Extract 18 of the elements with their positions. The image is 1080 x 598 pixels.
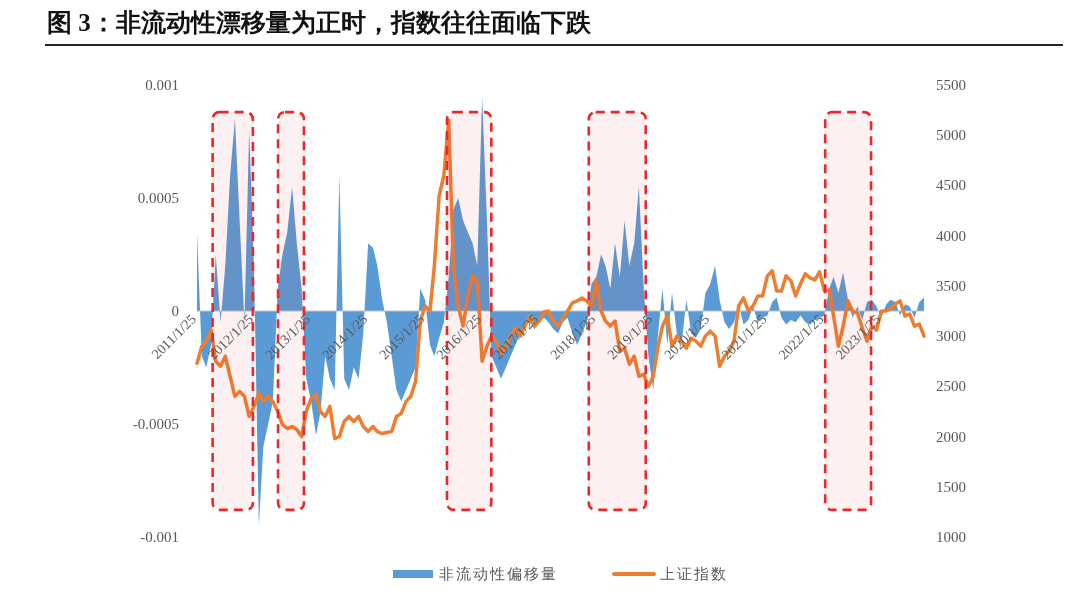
legend-label: 上证指数 xyxy=(660,565,728,582)
ytick: -0.0005 xyxy=(132,416,179,432)
title: 图 3：非流动性漂移量为正时，指数往往面临下跌 xyxy=(47,9,591,36)
y2tick: 1000 xyxy=(936,529,966,545)
y2tick: 1500 xyxy=(936,478,966,495)
ytick: 0.001 xyxy=(145,77,179,93)
ytick: 0.0005 xyxy=(137,190,179,206)
y2tick: 2500 xyxy=(936,378,966,395)
ytick: 0 xyxy=(171,303,179,319)
ytick: -0.001 xyxy=(140,529,179,545)
y2tick: 3500 xyxy=(936,277,966,294)
y2tick: 5500 xyxy=(936,77,966,93)
y2tick: 3000 xyxy=(936,328,966,345)
y2tick: 4500 xyxy=(936,177,966,194)
y2tick: 2000 xyxy=(936,428,966,445)
y2tick: 5000 xyxy=(936,127,966,144)
y2tick: 4000 xyxy=(936,227,966,244)
legend-label: 非流动性偏移量 xyxy=(439,565,558,582)
